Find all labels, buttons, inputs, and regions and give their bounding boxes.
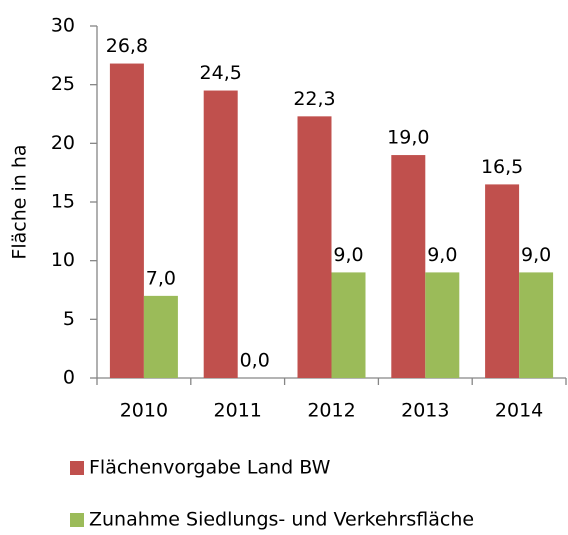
bar (109, 63, 144, 379)
bar (425, 272, 460, 378)
bar (297, 116, 332, 378)
y-tick-label: 5 (63, 308, 75, 330)
y-tick-label: 20 (51, 132, 75, 154)
data-label: 26,8 (106, 35, 148, 57)
bar (485, 184, 520, 378)
y-tick-label: 30 (51, 15, 75, 37)
bar (331, 272, 366, 378)
x-tick-label: 2010 (120, 400, 168, 422)
y-axis-label: Fläche in ha (9, 144, 31, 259)
bar (203, 90, 238, 379)
bar (519, 272, 554, 378)
data-label: 16,5 (481, 156, 523, 178)
data-label: 9,0 (521, 244, 551, 266)
legend-swatch (70, 513, 84, 527)
x-tick-label: 2012 (307, 400, 355, 422)
data-label: 22,3 (293, 88, 335, 110)
y-tick-label: 15 (51, 191, 75, 213)
legend-label: Flächenvorgabe Land BW (89, 457, 331, 479)
y-tick-label: 0 (63, 367, 75, 389)
data-label: 0,0 (240, 350, 270, 372)
data-label: 19,0 (387, 127, 429, 149)
x-tick-label: 2014 (495, 400, 543, 422)
legend-swatch (70, 461, 84, 475)
x-tick-label: 2013 (401, 400, 449, 422)
data-label: 9,0 (333, 244, 363, 266)
y-tick-label: 25 (51, 73, 75, 95)
bar (143, 295, 178, 378)
data-label: 7,0 (146, 267, 176, 289)
data-label: 9,0 (427, 244, 457, 266)
data-label: 24,5 (200, 62, 242, 84)
x-tick-label: 2011 (214, 400, 262, 422)
y-tick-label: 10 (51, 249, 75, 271)
bar (391, 155, 426, 378)
legend-label: Zunahme Siedlungs- und Verkehrsfläche (89, 509, 474, 531)
